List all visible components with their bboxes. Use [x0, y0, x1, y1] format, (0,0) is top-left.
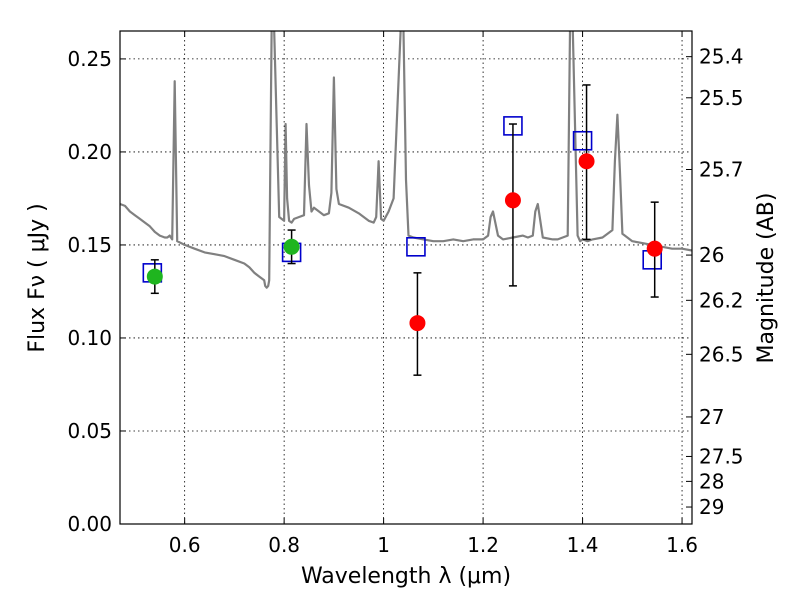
y-tick-label: 0.10 [67, 326, 112, 350]
observed-point [646, 240, 663, 257]
y2-tick-label: 27.5 [699, 444, 744, 468]
y-tick-label: 0.25 [67, 47, 112, 71]
observed-point [146, 268, 163, 285]
model-point [406, 237, 426, 257]
y2-tick-label: 25.4 [699, 45, 744, 69]
x-tick-label: 0.6 [169, 533, 201, 557]
y-tick-label: 0.20 [67, 140, 112, 164]
plot-frame-fill [120, 31, 692, 524]
x-axis-title: Wavelength λ (μm) [301, 564, 511, 589]
ticks [120, 31, 692, 525]
y2-tick-label: 29 [699, 495, 724, 519]
observed-point [283, 238, 300, 255]
plot-frame [119, 30, 693, 525]
y-tick-label: 0.05 [67, 419, 112, 443]
y2-axis-title: Magnitude (AB) [754, 193, 779, 364]
observed-point [578, 153, 595, 170]
y2-tick-label: 27 [699, 405, 724, 429]
y-tick-label: 0.00 [67, 512, 112, 536]
spectrum-line [120, 31, 692, 289]
y2-tick-label: 26.5 [699, 342, 744, 366]
x-tick-label: 1.2 [467, 533, 499, 557]
y2-tick-label: 26 [699, 243, 724, 267]
tick-labels: 0.6 0.8 1 1.2 1.4 1.6 0.00 0.05 0.10 0.15 0.20 0.25… [67, 45, 743, 557]
x-tick-label: 0.8 [268, 533, 300, 557]
spectrum-layer [120, 31, 692, 289]
y2-tick-label: 25.5 [699, 86, 744, 110]
observed-point [504, 192, 521, 209]
points-layer [142, 84, 663, 376]
y-axis-title: Flux Fν ( μJy ) [25, 203, 50, 352]
x-tick-label: 1.4 [567, 533, 599, 557]
x-tick-label: 1.6 [666, 533, 698, 557]
observed-point [409, 315, 426, 332]
y2-tick-label: 28 [699, 469, 724, 493]
model-point [572, 130, 593, 151]
x-tick-label: 1 [377, 533, 390, 557]
y2-tick-label: 26.2 [699, 288, 744, 312]
y2-tick-label: 25.7 [699, 157, 744, 181]
y-tick-label: 0.15 [67, 233, 112, 257]
